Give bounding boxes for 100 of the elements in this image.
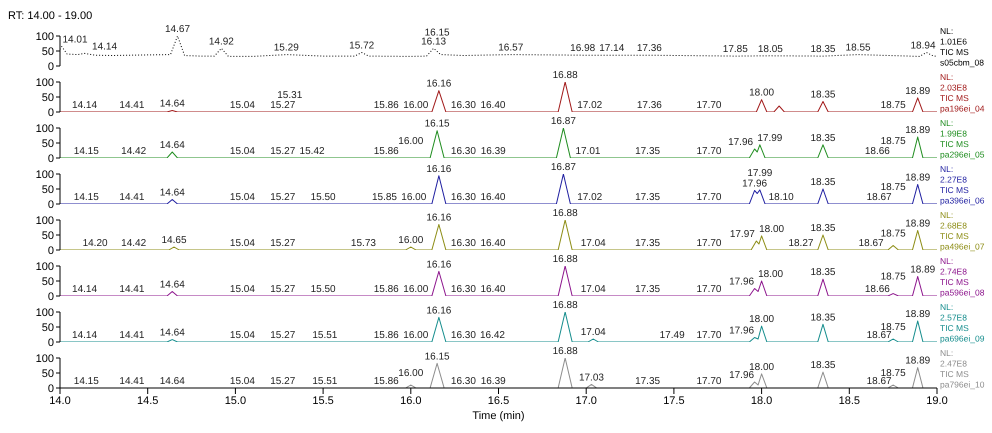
- annotation: 17.99: [757, 132, 783, 144]
- x-tick-label: 17.0: [575, 394, 597, 407]
- annotation: 14.64: [160, 280, 186, 290]
- annotation: 15.50: [310, 284, 336, 295]
- annotation: 16.30: [450, 330, 476, 341]
- annotation: 15.51: [312, 330, 338, 341]
- annotation: 14.42: [121, 146, 147, 157]
- text: TIC MS: [940, 185, 970, 195]
- annotation: 16.13: [421, 36, 447, 48]
- text: TIC MS: [940, 47, 970, 57]
- annotation: 16.57: [498, 42, 524, 54]
- y-tick-label: 100: [36, 169, 54, 181]
- annotation: 17.35: [635, 238, 661, 249]
- annotation: 17.70: [696, 238, 722, 249]
- annotation: 14.14: [72, 330, 98, 341]
- annotation: 15.72: [349, 40, 375, 52]
- x-tick-label: 14.5: [136, 394, 158, 407]
- annotation: 17.03: [578, 372, 604, 384]
- text: NL:: [940, 72, 954, 82]
- y-tick-label: 100: [36, 123, 54, 135]
- annotation: 17.70: [696, 146, 722, 157]
- x-tick-label: 18.0: [750, 394, 772, 407]
- y-tick-label: 0: [48, 245, 54, 257]
- annotation: 14.41: [119, 100, 145, 111]
- annotation: 18.89: [905, 309, 931, 320]
- y-tick-label: 50: [42, 368, 54, 380]
- x-tick-label: 17.5: [663, 394, 685, 407]
- text: TIC MS: [940, 323, 970, 333]
- y-tick-label: 100: [36, 307, 54, 319]
- annotation: 15.27: [270, 192, 296, 203]
- annotation: 18.75: [880, 100, 906, 111]
- text: NL:: [940, 26, 954, 36]
- annotation: 17.35: [635, 284, 661, 295]
- annotation: 16.30: [450, 192, 476, 203]
- annotation: 18.75: [880, 272, 906, 283]
- annotation: 15.04: [230, 284, 256, 295]
- annotation: 15.04: [230, 146, 256, 157]
- text: TIC MS: [940, 139, 970, 149]
- annotation: 18.67: [858, 238, 884, 249]
- y-tick-label: 0: [48, 291, 54, 303]
- annotation: 17.04: [580, 238, 606, 249]
- annotation: 18.89: [905, 356, 931, 367]
- annotation: 16.42: [480, 330, 506, 341]
- annotation: 17.99: [747, 168, 773, 179]
- annotation: 18.89: [905, 86, 931, 97]
- annotation: 16.00: [403, 284, 429, 295]
- annotation: 16.40: [480, 100, 506, 111]
- y-tick-label: 0: [48, 199, 54, 211]
- annotation: 14.14: [72, 284, 98, 295]
- annotation: 15.04: [230, 238, 256, 249]
- annotation: 15.86: [374, 376, 400, 387]
- annotation: 18.00: [758, 269, 784, 280]
- y-tick-label: 0: [48, 337, 54, 349]
- annotation: 17.70: [696, 284, 722, 295]
- text: pa796ei_10: [940, 380, 985, 390]
- text: NL:: [940, 164, 954, 174]
- annotation: 14.01: [62, 34, 88, 46]
- annotation: 14.14: [92, 41, 118, 52]
- y-tick-label: 100: [36, 261, 54, 273]
- annotation: 15.04: [230, 376, 256, 387]
- annotation: 17.96: [729, 276, 755, 288]
- y-tick-label: 50: [42, 322, 54, 334]
- annotation: 16.39: [480, 376, 506, 387]
- annotation: 16.16: [426, 259, 452, 270]
- annotation: 14.42: [121, 238, 147, 249]
- text: pa296ei_05: [940, 150, 985, 160]
- annotation: 16.00: [403, 100, 429, 111]
- annotation: 16.88: [552, 208, 578, 219]
- text: pa696ei_09: [940, 334, 985, 344]
- annotation: 14.67: [165, 24, 190, 35]
- annotation: 17.36: [636, 43, 662, 54]
- annotation: 18.67: [866, 192, 892, 203]
- annotation: 16.39: [480, 146, 506, 157]
- text: TIC MS: [940, 93, 970, 103]
- annotation: 18.75: [880, 228, 906, 240]
- annotation: 18.67: [866, 330, 892, 341]
- y-tick-label: 50: [42, 138, 54, 150]
- text: 1.99E8: [940, 128, 968, 138]
- text: TIC MS: [940, 277, 970, 287]
- annotation: 16.15: [424, 28, 450, 39]
- annotation: 16.00: [401, 192, 427, 203]
- annotation: 17.70: [696, 192, 722, 203]
- annotation: 17.97: [730, 229, 756, 240]
- annotation: 16.88: [552, 70, 578, 81]
- annotation: 17.49: [660, 330, 686, 341]
- text: pa496ei_07: [940, 242, 985, 252]
- annotation: 16.30: [450, 376, 476, 387]
- annotation: 17.70: [696, 330, 722, 341]
- annotation: 16.16: [426, 305, 452, 316]
- annotation: 18.35: [810, 90, 836, 100]
- annotation: 15.27: [270, 376, 296, 387]
- annotation: 17.04: [580, 327, 606, 338]
- annotation: 16.88: [552, 300, 578, 311]
- annotation: 17.70: [696, 376, 722, 387]
- annotation: 14.64: [160, 376, 186, 387]
- annotation: 14.15: [74, 376, 100, 387]
- annotation: 17.35: [635, 376, 661, 387]
- y-tick-label: 0: [48, 107, 54, 119]
- annotation: 18.94: [910, 40, 936, 52]
- annotation: 14.41: [119, 376, 145, 387]
